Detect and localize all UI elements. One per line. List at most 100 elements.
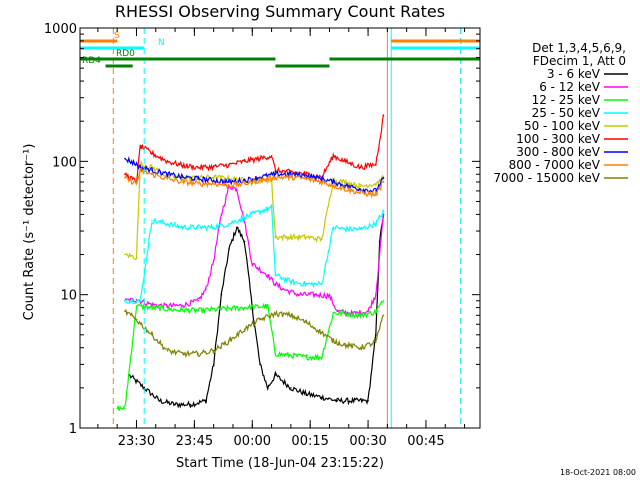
plot-lines <box>116 114 385 411</box>
data-point-800-7000 <box>212 182 215 185</box>
data-point-800-7000 <box>290 176 292 178</box>
data-point-800-7000 <box>382 181 385 183</box>
data-point-800-7000 <box>259 179 261 182</box>
data-point-100-300 <box>124 173 126 176</box>
series-line-800-7000 <box>124 167 384 199</box>
data-point-50-100 <box>305 236 308 238</box>
data-point-25-50 <box>228 223 230 225</box>
y-tick-label: 100 <box>52 155 77 170</box>
data-point-50-100 <box>359 185 362 188</box>
data-point-6-12 <box>382 213 385 216</box>
legend-label: 3 - 6 keV <box>547 67 601 81</box>
data-point-7000-15000 <box>320 331 323 334</box>
data-point-50-100 <box>124 253 126 256</box>
data-point-25-50 <box>305 283 308 285</box>
data-point-800-7000 <box>243 182 246 185</box>
data-point-100-300 <box>212 166 215 168</box>
legend-label: 25 - 50 keV <box>532 106 601 120</box>
data-point-25-50 <box>259 210 261 213</box>
data-point-7000-15000 <box>274 312 277 315</box>
data-point-3-6 <box>243 240 246 243</box>
data-point-25-50 <box>197 226 199 229</box>
data-point-6-12 <box>205 288 207 290</box>
data-point-12-25 <box>344 312 346 315</box>
data-point-50-100 <box>375 182 377 185</box>
data-point-6-12 <box>212 259 215 262</box>
data-point-25-50 <box>124 300 126 302</box>
data-point-25-50 <box>166 223 169 225</box>
data-point-6-12 <box>236 188 238 190</box>
data-point-6-12 <box>266 274 269 277</box>
data-point-6-12 <box>166 305 169 308</box>
data-point-800-7000 <box>197 182 199 185</box>
data-point-25-50 <box>270 206 273 209</box>
data-point-12-25 <box>151 306 153 309</box>
data-point-800-7000 <box>359 192 362 194</box>
data-point-7000-15000 <box>228 340 230 342</box>
data-point-50-100 <box>135 256 138 259</box>
data-point-12-25 <box>382 300 385 302</box>
data-point-7000-15000 <box>197 353 199 355</box>
data-point-6-12 <box>220 213 223 216</box>
data-point-12-25 <box>332 312 335 314</box>
data-point-50-100 <box>290 236 292 238</box>
chart-title: RHESSI Observing Summary Count Rates <box>115 2 445 21</box>
data-point-25-50 <box>243 216 246 219</box>
data-point-800-7000 <box>305 178 308 180</box>
data-point-100-300 <box>344 160 346 163</box>
data-point-6-12 <box>313 293 315 296</box>
data-point-7000-15000 <box>375 341 377 344</box>
data-point-100-300 <box>305 173 308 176</box>
data-point-800-7000 <box>124 177 126 179</box>
data-point-100-300 <box>243 160 246 163</box>
data-point-100-300 <box>382 114 385 117</box>
data-point-800-7000 <box>344 188 346 190</box>
data-point-7000-15000 <box>359 346 362 349</box>
data-point-800-7000 <box>135 182 138 185</box>
series-line-12-25 <box>116 300 384 411</box>
data-point-100-300 <box>139 145 142 147</box>
series-line-3-6 <box>128 215 385 409</box>
data-point-12-25 <box>320 356 323 358</box>
data-point-100-300 <box>182 164 184 167</box>
data-point-800-7000 <box>274 176 277 178</box>
data-point-100-300 <box>259 157 261 160</box>
data-point-7000-15000 <box>259 318 261 321</box>
data-point-12-25 <box>359 314 362 317</box>
data-point-300-800 <box>124 157 126 160</box>
x-tick-label: 00:45 <box>407 434 444 449</box>
data-point-300-800 <box>274 173 277 176</box>
data-point-800-7000 <box>228 184 230 187</box>
data-point-800-7000 <box>139 169 142 172</box>
data-point-25-50 <box>139 300 142 302</box>
data-point-12-25 <box>174 309 176 311</box>
data-point-7000-15000 <box>305 321 308 324</box>
data-point-100-300 <box>151 152 153 154</box>
y-tick-label: 1000 <box>44 22 77 37</box>
data-point-7000-15000 <box>166 349 169 352</box>
data-point-12-25 <box>375 311 377 313</box>
data-point-12-25 <box>305 356 308 358</box>
data-point-3-6 <box>274 374 277 376</box>
data-point-100-300 <box>166 160 169 163</box>
data-point-3-6 <box>220 293 223 296</box>
data-point-3-6 <box>189 403 192 406</box>
data-point-300-800 <box>344 184 346 187</box>
data-point-6-12 <box>375 293 377 296</box>
data-point-300-800 <box>166 173 169 176</box>
data-point-3-6 <box>336 400 339 402</box>
data-point-6-12 <box>243 221 246 223</box>
data-point-800-7000 <box>182 181 184 183</box>
data-point-100-300 <box>270 155 273 157</box>
data-point-25-50 <box>332 226 335 229</box>
data-point-7000-15000 <box>332 340 335 342</box>
data-point-6-12 <box>197 300 199 302</box>
legend-label: 50 - 100 keV <box>524 119 601 133</box>
data-point-300-800 <box>359 188 362 190</box>
y-tick-label: 1 <box>69 422 77 437</box>
data-point-3-6 <box>320 396 323 399</box>
data-point-6-12 <box>151 304 153 306</box>
data-point-12-25 <box>290 354 292 357</box>
data-point-50-100 <box>274 236 277 238</box>
